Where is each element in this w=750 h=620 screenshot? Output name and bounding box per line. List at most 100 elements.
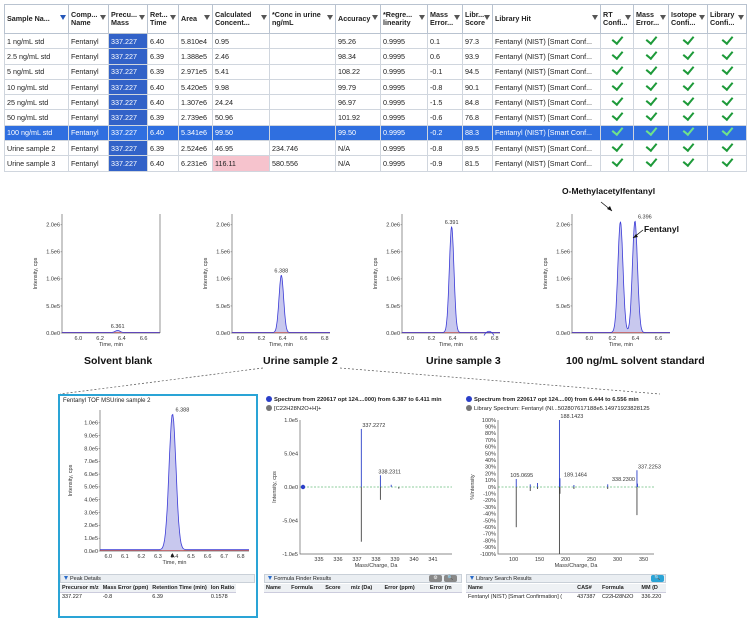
table-row[interactable]: 25 ng/mL std Fentanyl 337.227 6.40 1.307e6 24… [4, 94, 747, 111]
y-axis-label: Intensity, cps [68, 464, 74, 496]
cell-calc: 116.11 [212, 155, 270, 172]
column-header-conc[interactable]: *Conc in urine ng/mL [269, 4, 336, 34]
formula-finder-column-header[interactable]: Error (m [427, 584, 462, 593]
x-tick-label: 6.3 [154, 554, 162, 560]
cell-compound: Fentanyl [68, 94, 109, 111]
filter-icon[interactable] [170, 15, 176, 20]
column-header-rtconf[interactable]: RT Confi... [600, 4, 634, 34]
table-row[interactable]: Urine sample 2 Fentanyl 337.227 6.39 2.524e6… [4, 140, 747, 157]
filter-icon[interactable] [419, 15, 425, 20]
x-tick-label: 337 [352, 557, 361, 563]
y-tick-label: 0.0e0 [84, 549, 98, 555]
formula-finder-header-row: Name Formula Score m/z (Da) Error (ppm) Error… [264, 584, 462, 593]
column-header-libhit[interactable]: Library Hit [492, 4, 601, 34]
column-header-libscore[interactable]: Libr... Score [462, 4, 493, 34]
column-header-accuracy[interactable]: Accuracy [335, 4, 381, 34]
formula-finder-column-header[interactable]: Score [323, 584, 349, 593]
column-header-sample[interactable]: Sample Na... [4, 4, 69, 34]
column-header-area[interactable]: Area [178, 4, 213, 34]
table-row[interactable]: 10 ng/mL std Fentanyl 337.227 6.40 5.420e5 9.… [4, 78, 747, 96]
column-header-isoconf[interactable]: Isotope Confi... [668, 4, 708, 34]
peak-details-column-header[interactable]: Mass Error (ppm) [100, 584, 151, 593]
column-header-calc[interactable]: Calculated Concent... [212, 4, 270, 34]
y-tick-label: -1.0e5 [282, 552, 298, 558]
table-row[interactable]: 1 ng/mL std Fentanyl 337.227 6.40 5.810e4 0.9… [4, 32, 747, 50]
column-header-massconf[interactable]: Mass Error... [633, 4, 669, 34]
cell-massconf [633, 155, 669, 172]
filter-icon[interactable] [372, 15, 378, 20]
check-icon [721, 126, 733, 137]
column-header-linearity[interactable]: *Regre... linearity [380, 4, 428, 34]
filter-icon[interactable] [261, 15, 267, 20]
x-tick-label: 6.0 [237, 336, 245, 342]
filter-icon[interactable] [60, 15, 66, 20]
cell-libconf [707, 48, 747, 65]
column-header-mass[interactable]: Precu... Mass [108, 4, 148, 34]
filter-icon[interactable] [327, 15, 333, 20]
cell-accuracy: 101.92 [335, 109, 381, 126]
peak-details-column-header[interactable]: Ion Ratio [208, 584, 237, 593]
chromatogram-urine-sample-3: 0.0e0 5.0e5 1.0e6 1.5e6 2.0e6 6.0 6.2 6.4 6.6 6.8… [368, 206, 508, 351]
formula-finder-settings-button[interactable]: ⚙ [429, 575, 442, 582]
column-header-libconf[interactable]: Library Confi... [707, 4, 747, 34]
table-row[interactable]: Urine sample 3 Fentanyl 337.227 6.40 6.231e6… [4, 155, 747, 172]
formula-finder-table: Name Formula Score m/z (Da) Error (ppm) Error… [264, 584, 462, 593]
x-tick-label: 339 [390, 557, 399, 563]
filter-icon[interactable] [592, 15, 598, 20]
cell-calc: 24.24 [212, 94, 270, 111]
peak-details-column-header[interactable]: Retention Time (min) [150, 584, 209, 593]
x-tick-label: 6.0 [75, 336, 83, 342]
x-tick-label: 6.7 [220, 554, 228, 560]
library-search-column-header[interactable]: Formula [599, 584, 640, 593]
cell-rt: 6.40 [147, 124, 179, 142]
y-axis-label: Intensity, cps [203, 257, 209, 289]
formula-finder-header[interactable]: Formula Finder Results [264, 574, 462, 583]
peak-details-row[interactable]: 337.227 -0.8 6.39 0.1578 [60, 593, 236, 602]
library-search-column-header[interactable]: Name [466, 584, 576, 593]
formula-finder-search-button[interactable]: 🔍 [444, 575, 457, 582]
peak-details-header[interactable]: Peak Details [60, 574, 255, 583]
library-search-table: Name CAS# Formula MM (D Fentanyl (NIST) [Sm… [466, 584, 666, 601]
column-header-rt[interactable]: Ret... Time [147, 4, 179, 34]
cell-libconf [707, 124, 747, 142]
peak-area [273, 275, 289, 333]
table-row[interactable]: 50 ng/mL std Fentanyl 337.227 6.39 2.739e6 50… [4, 109, 747, 126]
column-header-masserr[interactable]: Mass Error... [427, 4, 463, 34]
filter-icon[interactable] [139, 15, 145, 20]
filter-icon[interactable] [660, 15, 666, 20]
y-tick-label: -50% [483, 518, 496, 524]
column-header-compound[interactable]: Comp... Name [68, 4, 109, 34]
check-icon [682, 49, 694, 61]
filter-icon[interactable] [484, 15, 490, 20]
library-search-header[interactable]: Library Search Results [466, 574, 666, 583]
cell-calc: 0.95 [212, 32, 270, 50]
y-tick-label: 1.5e6 [216, 250, 230, 256]
check-icon [611, 34, 623, 45]
x-axis-label: Mass/Charge, Da [355, 563, 399, 569]
library-search-row[interactable]: Fentanyl (NIST) [Smart Confirmation] (43… [466, 593, 666, 602]
filter-icon[interactable] [699, 15, 705, 20]
table-row[interactable]: 5 ng/mL std Fentanyl 337.227 6.39 2.971e5 5.4… [4, 63, 747, 80]
formula-finder-column-header[interactable]: Error (ppm) [382, 584, 428, 593]
filter-icon[interactable] [625, 15, 631, 20]
table-row[interactable]: 100 ng/mL std Fentanyl 337.227 6.40 5.341e6 9… [4, 124, 747, 142]
formula-finder-column-header[interactable]: m/z (Da) [348, 584, 383, 593]
library-search-button[interactable]: 🔍 [651, 575, 664, 582]
filter-icon[interactable] [738, 15, 744, 20]
table-row[interactable]: 2.5 ng/mL std Fentanyl 337.227 6.39 1.388e5 2… [4, 48, 747, 65]
library-search-column-header[interactable]: CAS# [575, 584, 600, 593]
y-axis-label: Intensity, cps [272, 471, 278, 503]
formula-finder-column-header[interactable]: Formula [289, 584, 324, 593]
filter-icon[interactable] [454, 15, 460, 20]
formula-finder-column-header[interactable]: Name [264, 584, 290, 593]
peak-label: 105.0695 [510, 473, 533, 479]
library-search-column-header[interactable]: MM (D [639, 584, 666, 593]
cell-conc [269, 94, 336, 111]
filter-icon[interactable] [204, 15, 210, 20]
table-header-row: Sample Na... Comp... Name Precu... Mass Ret… [4, 4, 747, 34]
filter-icon[interactable] [100, 15, 106, 20]
x-tick-label: 6.4 [449, 336, 457, 342]
peak-details-column-header[interactable]: Precursor m/z [60, 584, 101, 593]
spectrum1-legend-2: [C22H28N2O+H]+ [266, 405, 321, 412]
cell-rtconf [600, 78, 634, 96]
